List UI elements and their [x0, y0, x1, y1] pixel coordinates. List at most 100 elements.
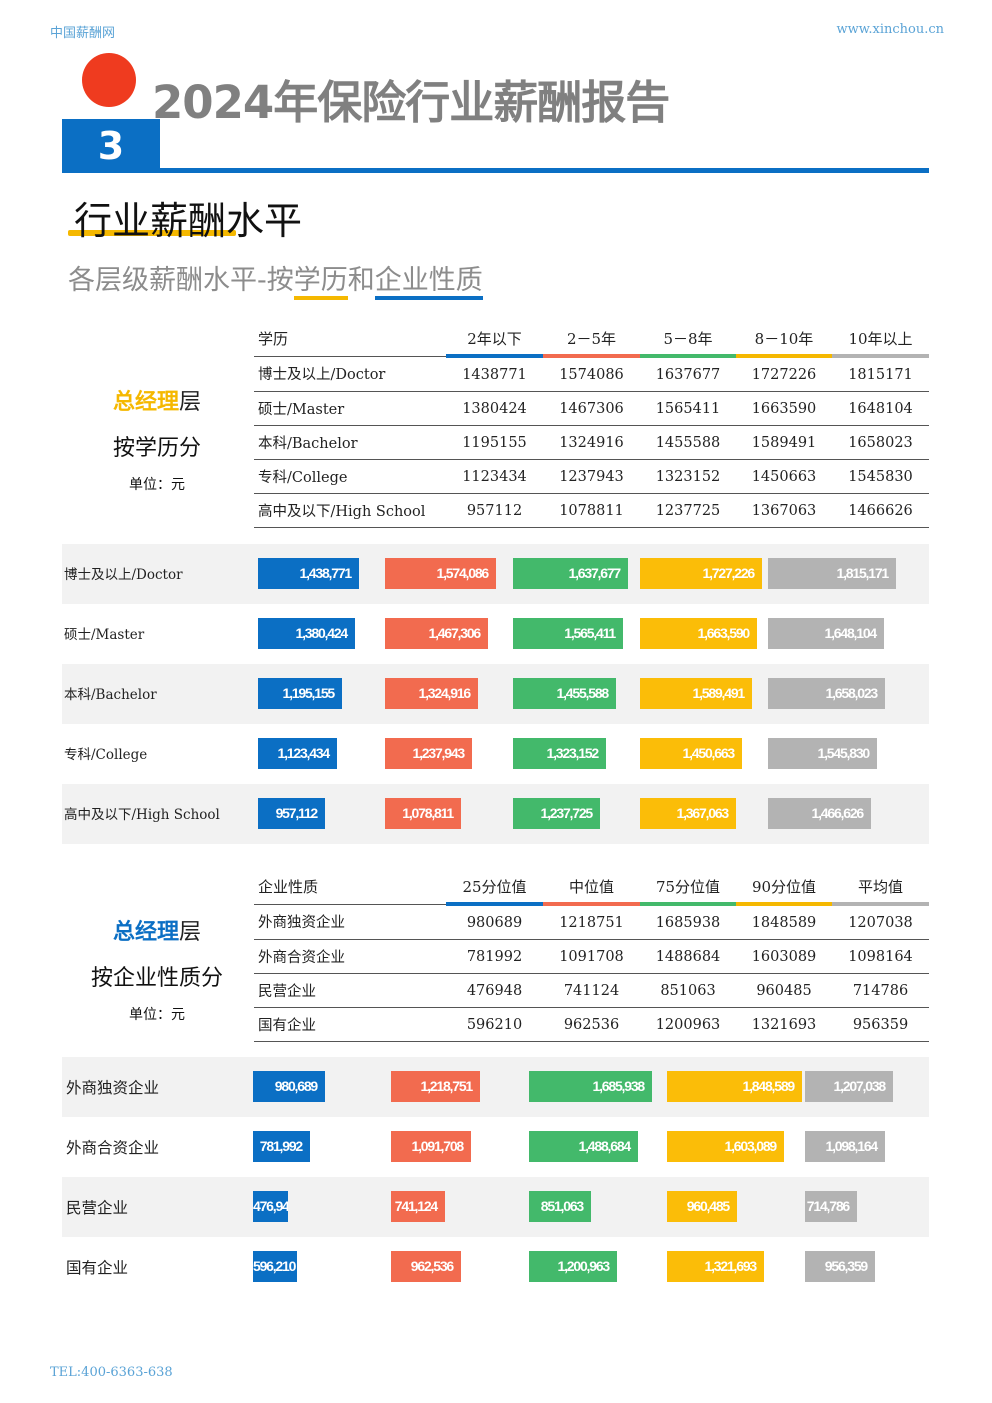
table-cell: 1685938 [640, 904, 736, 940]
table-cell: 1323152 [640, 459, 736, 494]
table-cell: 1438771 [446, 356, 543, 392]
unit-label: 单位：元 [129, 477, 185, 493]
education-side-heading: 总经理层 按学历分 单位：元 [57, 384, 257, 494]
table-cell: 1574086 [543, 356, 640, 392]
table-cell: 1237943 [543, 459, 640, 494]
column-header: 25分位值 [446, 870, 543, 906]
row-label: 民营企业 [254, 973, 446, 1008]
table-cell: 1200963 [640, 1007, 736, 1042]
bar-row: 民营企业 476,948 741,124 851,063 960,485 714,786 [62, 1177, 929, 1237]
table-cell: 1123434 [446, 459, 543, 494]
bar: 1,123,434 [258, 738, 337, 769]
column-header: 平均值 [832, 870, 929, 906]
bar-row-label: 专科/College [64, 747, 148, 763]
table-cell: 1195155 [446, 425, 543, 460]
side-title-suffix: 层 [179, 390, 202, 415]
table-cell: 1658023 [832, 425, 929, 460]
table-row: 硕士/Master 1380424 1467306 1565411 1663590 164… [254, 391, 929, 426]
decorative-red-circle [82, 53, 136, 107]
table-row: 外商独资企业 980689 1218751 1685938 1848589 1207038 [254, 904, 929, 940]
table-cell: 1321693 [736, 1007, 832, 1042]
unit-label: 单位：元 [129, 1007, 185, 1023]
bar: 1,848,589 [667, 1071, 802, 1102]
section-subtitle: 各层级薪酬水平-按学历和企业性质 [68, 258, 483, 300]
table-cell: 1466626 [832, 493, 929, 528]
table-cell: 962536 [543, 1007, 640, 1042]
table-row: 外商合资企业 781992 1091708 1488684 1603089 1098164 [254, 939, 929, 974]
site-url[interactable]: www.xinchou.cn [836, 22, 944, 37]
row-label: 外商独资企业 [254, 904, 446, 940]
bar: 1,466,626 [768, 798, 871, 829]
bar: 1,324,916 [385, 678, 478, 709]
bar-row: 硕士/Master 1,380,424 1,467,306 1,565,411 1,66… [62, 604, 929, 664]
bar: 1,237,725 [513, 798, 600, 829]
bar-row-label: 高中及以下/High School [64, 807, 220, 823]
row-label: 硕士/Master [254, 391, 446, 426]
table-cell: 1815171 [832, 356, 929, 392]
bar-row: 博士及以上/Doctor 1,438,771 1,574,086 1,637,677 1… [62, 544, 929, 604]
column-header: 2－5年 [543, 322, 640, 358]
column-header: 5－8年 [640, 322, 736, 358]
bar: 1,218,751 [391, 1071, 480, 1102]
table-cell: 1207038 [832, 904, 929, 940]
bar: 1,098,164 [805, 1131, 885, 1162]
table-cell: 960485 [736, 973, 832, 1008]
section-title: 行业薪酬水平 [74, 199, 303, 243]
bar-row-label: 本科/Bachelor [64, 687, 157, 703]
table-cell: 1727226 [736, 356, 832, 392]
bar: 1,450,663 [640, 738, 742, 769]
table-cell: 1565411 [640, 391, 736, 426]
table-cell: 1848589 [736, 904, 832, 940]
table-row: 博士及以上/Doctor 1438771 1574086 1637677 1727226… [254, 356, 929, 392]
table-cell: 1637677 [640, 356, 736, 392]
bar: 1,367,063 [640, 798, 736, 829]
side-subtitle: 按企业性质分 [90, 966, 223, 991]
bar: 741,124 [391, 1191, 445, 1222]
bar-row: 高中及以下/High School 957,112 1,078,811 1,237,7… [62, 784, 929, 844]
table-cell: 956359 [832, 1007, 929, 1042]
bar: 1,321,693 [667, 1251, 764, 1282]
bar: 1,380,424 [258, 618, 355, 649]
bar-row: 本科/Bachelor 1,195,155 1,324,916 1,455,588 1,… [62, 664, 929, 724]
table-cell: 596210 [446, 1007, 543, 1042]
bar: 1,207,038 [805, 1071, 893, 1102]
table-cell: 1663590 [736, 391, 832, 426]
bar: 1,648,104 [768, 618, 884, 649]
bar: 1,078,811 [385, 798, 461, 829]
table-cell: 1488684 [640, 939, 736, 974]
subtitle-and: 和 [347, 265, 375, 296]
table-header-row: 学历 2年以下 2－5年 5－8年 8－10年 10年以上 [254, 322, 929, 358]
bar-row: 外商合资企业 781,992 1,091,708 1,488,684 1,603,089… [62, 1117, 929, 1177]
table-cell: 1218751 [543, 904, 640, 940]
bar: 957,112 [258, 798, 325, 829]
bar: 596,210 [253, 1251, 297, 1282]
bar: 1,565,411 [513, 618, 623, 649]
column-header: 8－10年 [736, 322, 832, 358]
bar: 1,589,491 [640, 678, 752, 709]
row-label: 本科/Bachelor [254, 425, 446, 460]
header-rule-left [62, 168, 160, 173]
bar: 781,992 [253, 1131, 310, 1162]
education-salary-table: 学历 2年以下 2－5年 5－8年 8－10年 10年以上 博士及以上/Doctor 143… [254, 322, 929, 528]
footer-phone: TEL:400-6363-638 [50, 1365, 173, 1380]
bar: 962,536 [391, 1251, 461, 1282]
table-cell: 1098164 [832, 939, 929, 974]
bar-row-label: 外商独资企业 [66, 1079, 160, 1097]
bar: 851,063 [529, 1191, 591, 1222]
enterprise-bar-chart: 外商独资企业 980,689 1,218,751 1,685,938 1,848,589… [62, 1057, 929, 1297]
table-cell: 476948 [446, 973, 543, 1008]
bar: 1,323,152 [513, 738, 606, 769]
table-cell: 980689 [446, 904, 543, 940]
table-row: 国有企业 596210 962536 1200963 1321693 956359 [254, 1007, 929, 1042]
table-cell: 1367063 [736, 493, 832, 528]
bar: 1,488,684 [529, 1131, 638, 1162]
header-rule [160, 168, 929, 173]
table-cell: 1380424 [446, 391, 543, 426]
column-header: 2年以下 [446, 322, 543, 358]
column-header: 90分位值 [736, 870, 832, 906]
table-row: 高中及以下/High School 957112 1078811 1237725 136… [254, 493, 929, 528]
section-title-underline [68, 230, 236, 236]
bar: 1,237,943 [385, 738, 472, 769]
bar-row: 外商独资企业 980,689 1,218,751 1,685,938 1,848,589… [62, 1057, 929, 1117]
table-header-row: 企业性质 25分位值 中位值 75分位值 90分位值 平均值 [254, 870, 929, 906]
